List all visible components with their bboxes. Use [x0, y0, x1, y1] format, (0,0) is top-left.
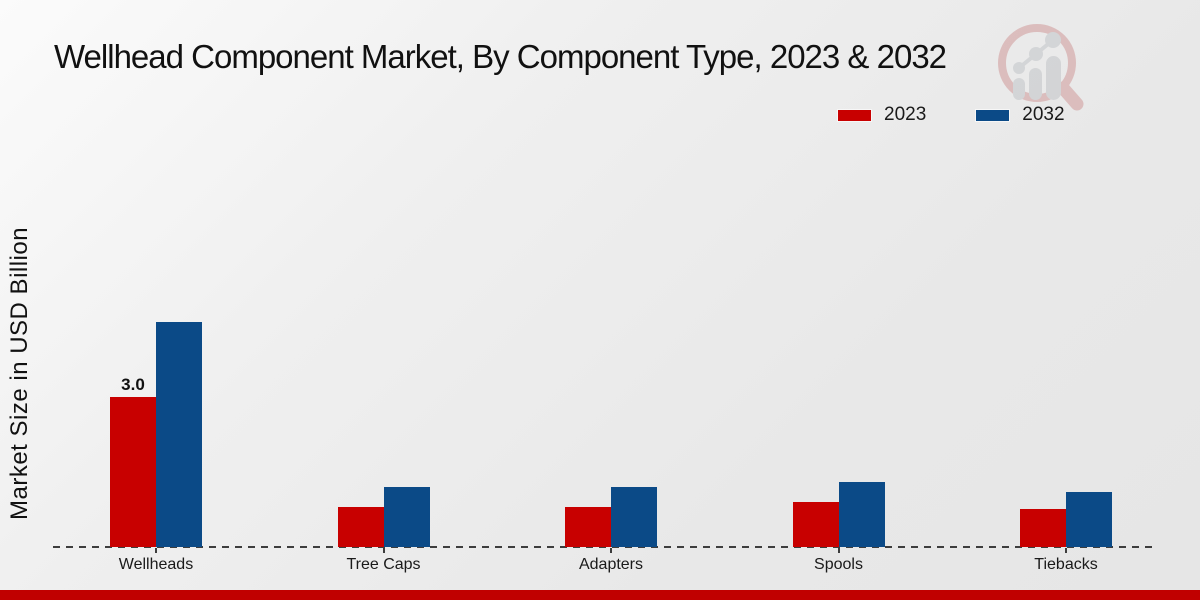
legend-swatch-2023	[838, 109, 871, 121]
legend-label-2023: 2023	[884, 104, 927, 125]
bar-value-label-wellheads: 3.0	[121, 375, 145, 394]
bar-2023-wellheads	[110, 397, 156, 547]
bar-2023-tiebacks	[1020, 509, 1066, 547]
bar-2032-adapters	[611, 487, 657, 547]
legend: 2023 2032	[838, 104, 1065, 126]
x-tick-label-wellheads: Wellheads	[118, 556, 194, 573]
x-tick-label-spools: Spools	[814, 556, 863, 573]
bar-2023-tree-caps	[337, 507, 384, 547]
x-tick-label-tree-caps: Tree Caps	[346, 556, 421, 573]
x-axis-tick-wellheads	[155, 548, 157, 553]
x-axis-tick-tree-caps	[382, 548, 385, 553]
bar-2023-spools	[792, 502, 839, 547]
bar-2032-spools	[838, 482, 885, 547]
x-tick-label-adapters: Adapters	[578, 556, 644, 573]
magnifier-growth-logo-icon	[998, 24, 1084, 111]
chart-title: Wellhead Component Market, By Component …	[54, 38, 947, 75]
bar-2023-adapters	[565, 507, 611, 547]
x-tick-label-tiebacks: Tiebacks	[1034, 556, 1098, 573]
bar-2032-tiebacks	[1066, 492, 1112, 547]
legend-swatch-2032	[976, 109, 1010, 121]
footer-strip	[0, 590, 1200, 600]
bar-2032-wellheads	[156, 322, 202, 547]
x-axis-tick-tiebacks	[1065, 548, 1067, 553]
x-axis-line	[53, 546, 1158, 548]
bar-2032-tree-caps	[383, 487, 430, 547]
legend-entry-2023: 2023	[838, 104, 926, 126]
legend-entry-2032: 2032	[976, 104, 1065, 126]
x-axis-tick-adapters	[610, 548, 612, 553]
legend-label-2032: 2032	[1022, 104, 1065, 125]
x-axis-tick-spools	[837, 548, 840, 553]
